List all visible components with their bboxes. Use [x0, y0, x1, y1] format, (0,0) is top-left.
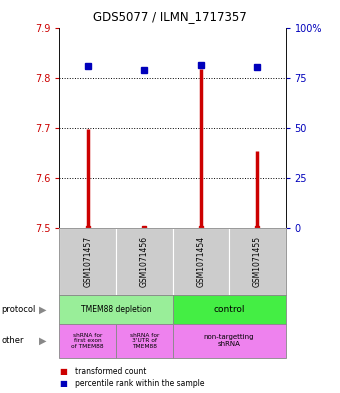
- Text: ▶: ▶: [39, 305, 46, 314]
- Text: GSM1071455: GSM1071455: [253, 236, 262, 287]
- Text: ▶: ▶: [39, 336, 46, 346]
- Text: GSM1071456: GSM1071456: [140, 236, 149, 287]
- Text: percentile rank within the sample: percentile rank within the sample: [75, 379, 204, 387]
- Text: GSM1071454: GSM1071454: [196, 236, 205, 287]
- Text: GDS5077 / ILMN_1717357: GDS5077 / ILMN_1717357: [93, 10, 247, 23]
- Text: non-targetting
shRNA: non-targetting shRNA: [204, 334, 254, 347]
- Text: control: control: [213, 305, 245, 314]
- Text: ■: ■: [59, 367, 67, 376]
- Text: protocol: protocol: [2, 305, 36, 314]
- Text: shRNA for
3'UTR of
TMEM88: shRNA for 3'UTR of TMEM88: [130, 332, 159, 349]
- Text: other: other: [2, 336, 24, 345]
- Text: TMEM88 depletion: TMEM88 depletion: [81, 305, 151, 314]
- Text: GSM1071457: GSM1071457: [83, 236, 92, 287]
- Text: ■: ■: [59, 379, 67, 387]
- Text: shRNA for
first exon
of TMEM88: shRNA for first exon of TMEM88: [71, 332, 104, 349]
- Text: transformed count: transformed count: [75, 367, 146, 376]
